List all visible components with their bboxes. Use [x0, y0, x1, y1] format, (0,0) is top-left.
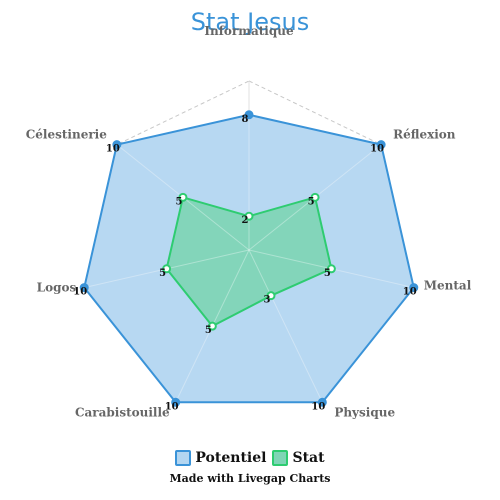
- data-label-stat: 5: [324, 268, 331, 279]
- axis-label: Célestinerie: [26, 128, 107, 142]
- data-point-stat: [326, 264, 336, 274]
- axis-label: Mental: [424, 279, 472, 293]
- legend-swatch-potentiel: [175, 450, 192, 466]
- data-label-potentiel: 10: [73, 287, 87, 298]
- data-label-potentiel: 10: [403, 287, 417, 298]
- grid-spoke-overlay: [248, 249, 323, 403]
- data-point-potentiel: [376, 140, 386, 150]
- legend-item-potentiel[interactable]: Potentiel: [175, 450, 266, 466]
- data-label-potentiel: 10: [165, 401, 179, 412]
- data-label-stat: 3: [264, 295, 271, 306]
- axis-label: Carabistouille: [75, 405, 170, 419]
- data-point-potentiel: [79, 283, 89, 293]
- data-label-potentiel: 8: [242, 114, 249, 125]
- data-point-potentiel: [317, 397, 327, 407]
- data-point-stat: [207, 321, 217, 331]
- data-label-potentiel: 10: [106, 144, 120, 155]
- series-area-stat: [165, 196, 333, 328]
- axis-label: Physique: [334, 405, 395, 419]
- credit-text: Made with Livegap Charts: [169, 472, 331, 485]
- data-point-stat: [266, 291, 276, 301]
- data-label-stat: 5: [308, 196, 315, 207]
- data-point-potentiel: [409, 283, 419, 293]
- data-label-potentiel: 10: [370, 144, 384, 155]
- data-label-stat: 2: [242, 215, 249, 226]
- data-point-stat: [310, 192, 320, 202]
- data-point-stat: [178, 192, 188, 202]
- legend-item-stat[interactable]: Stat: [272, 450, 325, 466]
- legend-label-potentiel: Potentiel: [195, 450, 267, 466]
- axis-label: Informatique: [204, 24, 294, 38]
- data-point-potentiel: [112, 140, 122, 150]
- data-label-stat: 5: [175, 196, 182, 207]
- legend-label-stat: Stat: [292, 450, 325, 466]
- legend-swatch-stat: [272, 450, 289, 466]
- axis-label: Réflexion: [393, 128, 456, 142]
- data-label-potentiel: 10: [311, 401, 325, 412]
- axis-label: Logos: [37, 281, 77, 295]
- data-point-potentiel: [171, 397, 181, 407]
- data-label-stat: 5: [205, 325, 212, 336]
- data-point-potentiel: [244, 110, 254, 120]
- data-point-stat: [162, 264, 172, 274]
- data-label-stat: 5: [159, 268, 166, 279]
- chart-title: Stat Jesus: [190, 8, 310, 36]
- legend: Potentiel Stat: [0, 450, 500, 466]
- data-point-stat: [244, 211, 254, 221]
